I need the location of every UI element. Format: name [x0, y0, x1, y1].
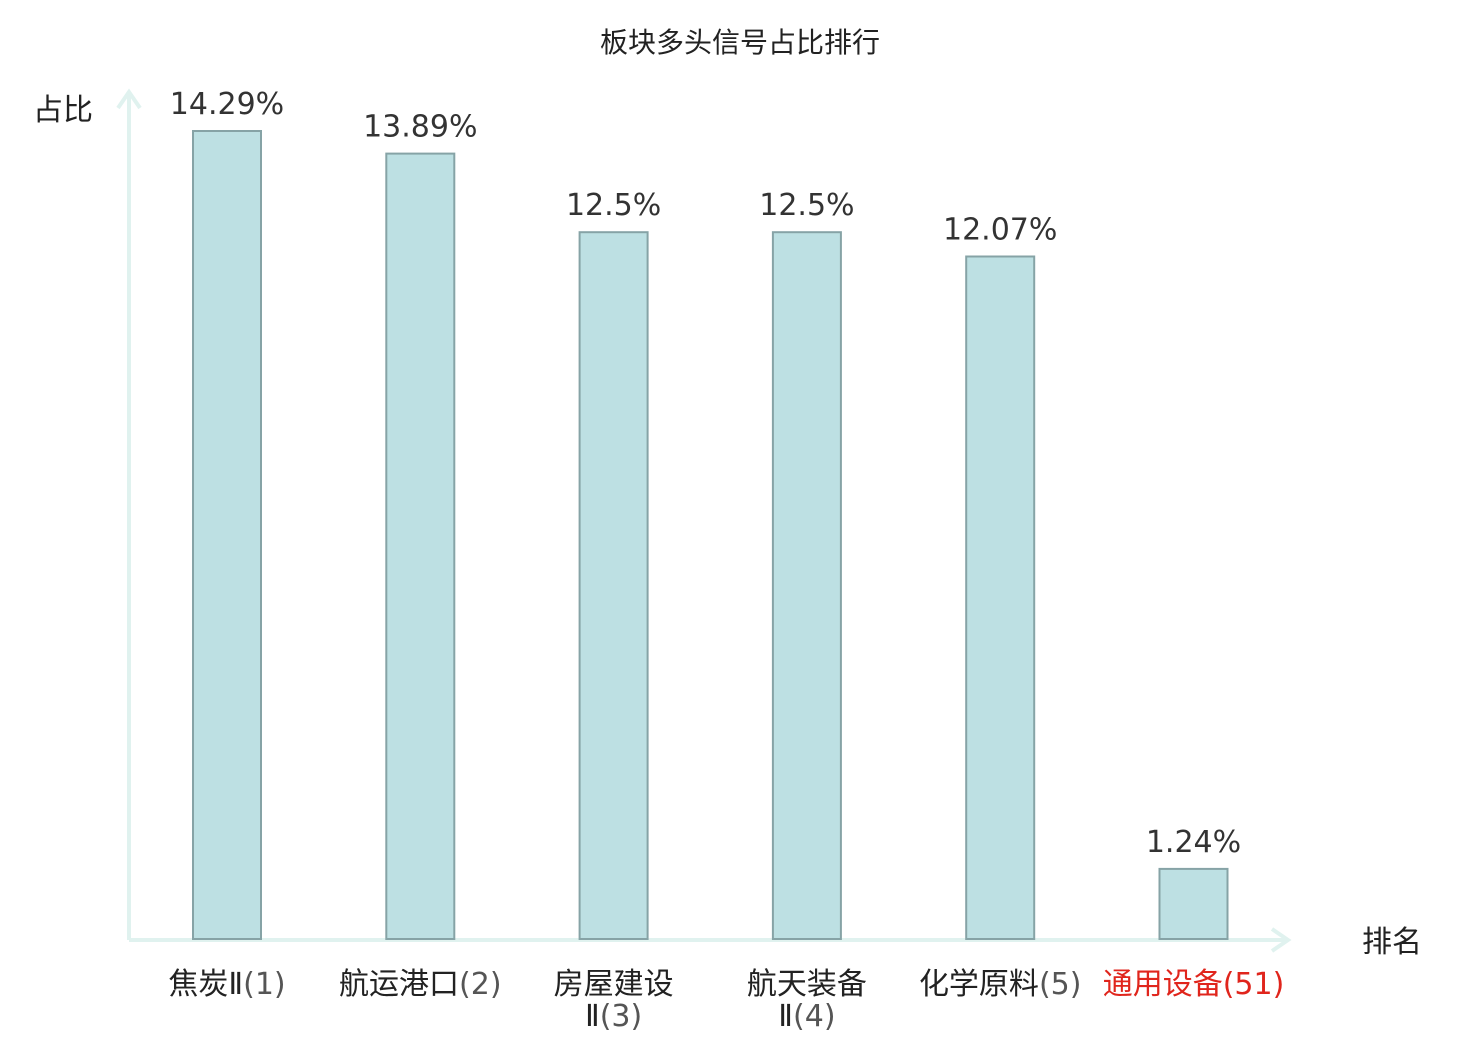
value-label-4: 12.5%	[759, 188, 854, 223]
category-label-4-line-2: Ⅱ(4)	[778, 999, 835, 1034]
x-axis-label: 排名	[1362, 925, 1422, 960]
value-label-2: 13.89%	[363, 110, 477, 145]
bar-2	[385, 152, 456, 941]
bar-6	[1158, 867, 1229, 941]
bar-4	[771, 231, 842, 940]
y-axis-arrow	[116, 88, 142, 110]
value-label-6: 1.24%	[1146, 825, 1241, 860]
y-axis-label: 占比	[33, 93, 93, 128]
value-label-1: 14.29%	[170, 87, 284, 122]
category-label-2: 航运港口(2)	[339, 967, 502, 1002]
chart-title: 板块多头信号占比排行	[600, 26, 880, 59]
value-labels-group: 14.29% 13.89% 12.5% 12.5% 12.07% 1.24%	[170, 87, 1241, 860]
category-label-6: 通用设备(51)	[1103, 967, 1285, 1002]
category-label-3-line-1: 房屋建设	[554, 967, 674, 1002]
category-label-3-line-2: Ⅱ(3)	[585, 999, 642, 1034]
x-axis-arrow	[1270, 927, 1292, 953]
value-label-5: 12.07%	[943, 213, 1057, 248]
bar-1	[192, 130, 262, 940]
value-label-3: 12.5%	[566, 188, 661, 223]
bar-3	[578, 231, 649, 940]
category-label-1: 焦炭Ⅱ(1)	[168, 967, 285, 1002]
category-label-5: 化学原料(5)	[919, 967, 1081, 1002]
bar-5	[965, 255, 1036, 940]
category-label-4-line-1: 航天装备	[747, 967, 867, 1002]
bars-group	[192, 130, 1229, 941]
